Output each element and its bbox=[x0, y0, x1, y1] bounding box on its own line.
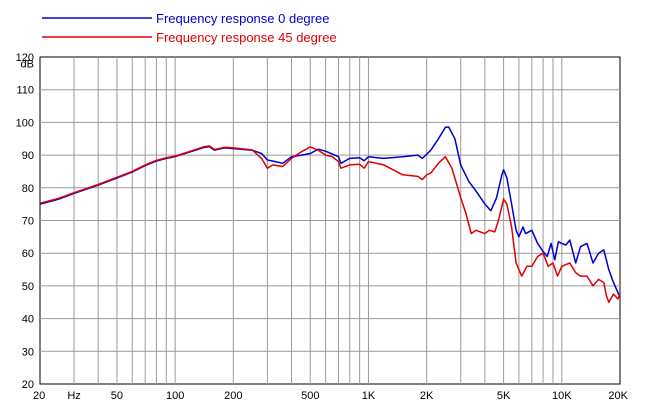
series-layer bbox=[39, 126, 621, 304]
legend: Frequency response 0 degree Frequency res… bbox=[42, 11, 337, 45]
x-tick-label: 200 bbox=[224, 390, 242, 402]
x-tick-label: 2K bbox=[420, 390, 434, 402]
x-tick-label: 20K bbox=[608, 390, 628, 402]
y-tick-label: 90 bbox=[22, 150, 34, 162]
grid-lines bbox=[40, 57, 620, 384]
x-tick-label: 10K bbox=[552, 390, 572, 402]
x-tick-label: 20 bbox=[33, 390, 45, 402]
x-tick-label: 50 bbox=[111, 390, 123, 402]
y-tick-label: 100 bbox=[16, 117, 34, 129]
x-axis-label: Hz bbox=[67, 390, 80, 402]
x-tick-label: 100 bbox=[166, 390, 184, 402]
y-tick-label: 40 bbox=[22, 314, 34, 326]
y-tick-label: 50 bbox=[22, 281, 34, 293]
y-axis-label: dB bbox=[21, 59, 34, 71]
y-tick-label: 110 bbox=[16, 85, 34, 97]
series-line-1 bbox=[39, 145, 621, 304]
y-tick-label: 120 bbox=[16, 52, 34, 64]
y-tick-label: 60 bbox=[22, 248, 34, 260]
y-tick-label: 20 bbox=[22, 379, 34, 391]
legend-label-1: Frequency response 45 degree bbox=[156, 30, 337, 45]
x-tick-label: 5K bbox=[497, 390, 511, 402]
y-tick-label: 70 bbox=[22, 216, 34, 228]
y-tick-label: 30 bbox=[22, 346, 34, 358]
x-tick-label: 500 bbox=[301, 390, 319, 402]
legend-label-0: Frequency response 0 degree bbox=[156, 11, 329, 26]
y-tick-label: 80 bbox=[22, 183, 34, 195]
x-tick-label: 1K bbox=[362, 390, 376, 402]
